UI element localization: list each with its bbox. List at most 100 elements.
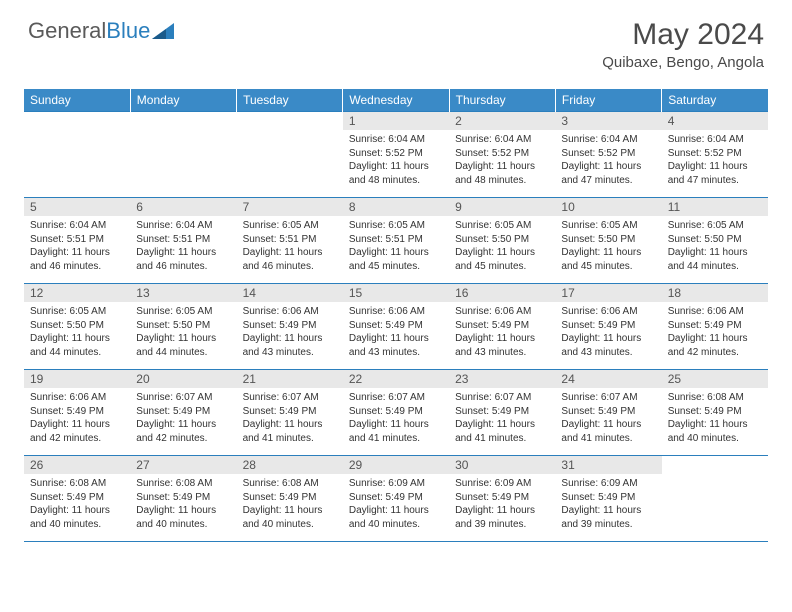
daylight-line: Daylight: 11 hours and 42 minutes. — [668, 332, 762, 359]
calendar-week-row: 19Sunrise: 6:06 AMSunset: 5:49 PMDayligh… — [24, 370, 768, 456]
daylight-line: Daylight: 11 hours and 46 minutes. — [30, 246, 124, 273]
sunrise-line: Sunrise: 6:05 AM — [561, 219, 655, 233]
sunrise-line: Sunrise: 6:07 AM — [349, 391, 443, 405]
sunset-line: Sunset: 5:49 PM — [349, 491, 443, 505]
day-number: 20 — [130, 370, 236, 388]
sunset-line: Sunset: 5:50 PM — [455, 233, 549, 247]
day-detail: Sunrise: 6:06 AMSunset: 5:49 PMDaylight:… — [449, 302, 555, 363]
calendar-day-cell: 12Sunrise: 6:05 AMSunset: 5:50 PMDayligh… — [24, 284, 130, 370]
calendar-week-row: 26Sunrise: 6:08 AMSunset: 5:49 PMDayligh… — [24, 456, 768, 542]
day-number: 3 — [555, 112, 661, 130]
daylight-line: Daylight: 11 hours and 40 minutes. — [349, 504, 443, 531]
calendar-day-cell: 26Sunrise: 6:08 AMSunset: 5:49 PMDayligh… — [24, 456, 130, 542]
logo-triangle-icon — [152, 23, 174, 39]
day-number — [237, 112, 343, 130]
day-detail: Sunrise: 6:07 AMSunset: 5:49 PMDaylight:… — [343, 388, 449, 449]
sunrise-line: Sunrise: 6:07 AM — [136, 391, 230, 405]
sunrise-line: Sunrise: 6:05 AM — [30, 305, 124, 319]
calendar-day-cell: 9Sunrise: 6:05 AMSunset: 5:50 PMDaylight… — [449, 198, 555, 284]
day-detail: Sunrise: 6:07 AMSunset: 5:49 PMDaylight:… — [130, 388, 236, 449]
sunset-line: Sunset: 5:52 PM — [668, 147, 762, 161]
day-detail: Sunrise: 6:05 AMSunset: 5:50 PMDaylight:… — [555, 216, 661, 277]
day-number: 19 — [24, 370, 130, 388]
day-detail: Sunrise: 6:06 AMSunset: 5:49 PMDaylight:… — [24, 388, 130, 449]
day-number: 4 — [662, 112, 768, 130]
sunset-line: Sunset: 5:49 PM — [136, 405, 230, 419]
sunrise-line: Sunrise: 6:07 AM — [243, 391, 337, 405]
day-header: Sunday — [24, 89, 130, 112]
day-number: 17 — [555, 284, 661, 302]
sunrise-line: Sunrise: 6:08 AM — [136, 477, 230, 491]
day-detail: Sunrise: 6:09 AMSunset: 5:49 PMDaylight:… — [555, 474, 661, 535]
sunrise-line: Sunrise: 6:08 AM — [243, 477, 337, 491]
sunrise-line: Sunrise: 6:04 AM — [668, 133, 762, 147]
sunrise-line: Sunrise: 6:06 AM — [561, 305, 655, 319]
calendar-day-cell — [24, 112, 130, 198]
sunset-line: Sunset: 5:49 PM — [561, 491, 655, 505]
day-header: Monday — [130, 89, 236, 112]
day-number: 13 — [130, 284, 236, 302]
calendar-day-cell — [237, 112, 343, 198]
sunset-line: Sunset: 5:52 PM — [455, 147, 549, 161]
sunset-line: Sunset: 5:51 PM — [349, 233, 443, 247]
day-detail: Sunrise: 6:05 AMSunset: 5:51 PMDaylight:… — [237, 216, 343, 277]
sunrise-line: Sunrise: 6:06 AM — [455, 305, 549, 319]
calendar-day-cell: 20Sunrise: 6:07 AMSunset: 5:49 PMDayligh… — [130, 370, 236, 456]
calendar-day-cell: 11Sunrise: 6:05 AMSunset: 5:50 PMDayligh… — [662, 198, 768, 284]
calendar-week-row: 1Sunrise: 6:04 AMSunset: 5:52 PMDaylight… — [24, 112, 768, 198]
daylight-line: Daylight: 11 hours and 39 minutes. — [561, 504, 655, 531]
calendar-day-cell: 29Sunrise: 6:09 AMSunset: 5:49 PMDayligh… — [343, 456, 449, 542]
calendar-day-cell: 25Sunrise: 6:08 AMSunset: 5:49 PMDayligh… — [662, 370, 768, 456]
day-number: 29 — [343, 456, 449, 474]
calendar-day-cell: 18Sunrise: 6:06 AMSunset: 5:49 PMDayligh… — [662, 284, 768, 370]
sunset-line: Sunset: 5:49 PM — [455, 319, 549, 333]
day-number — [130, 112, 236, 130]
day-number: 24 — [555, 370, 661, 388]
day-number: 10 — [555, 198, 661, 216]
day-number: 30 — [449, 456, 555, 474]
day-number: 25 — [662, 370, 768, 388]
day-number — [662, 456, 768, 474]
daylight-line: Daylight: 11 hours and 45 minutes. — [349, 246, 443, 273]
day-detail: Sunrise: 6:06 AMSunset: 5:49 PMDaylight:… — [662, 302, 768, 363]
daylight-line: Daylight: 11 hours and 44 minutes. — [136, 332, 230, 359]
day-detail: Sunrise: 6:08 AMSunset: 5:49 PMDaylight:… — [24, 474, 130, 535]
sunrise-line: Sunrise: 6:08 AM — [668, 391, 762, 405]
page-header: GeneralBlue May 2024 Quibaxe, Bengo, Ang… — [0, 0, 792, 81]
sunset-line: Sunset: 5:50 PM — [30, 319, 124, 333]
sunset-line: Sunset: 5:49 PM — [243, 319, 337, 333]
day-detail: Sunrise: 6:04 AMSunset: 5:51 PMDaylight:… — [24, 216, 130, 277]
day-detail: Sunrise: 6:08 AMSunset: 5:49 PMDaylight:… — [237, 474, 343, 535]
sunset-line: Sunset: 5:49 PM — [455, 405, 549, 419]
calendar-day-cell: 1Sunrise: 6:04 AMSunset: 5:52 PMDaylight… — [343, 112, 449, 198]
day-header: Saturday — [662, 89, 768, 112]
calendar-day-cell: 7Sunrise: 6:05 AMSunset: 5:51 PMDaylight… — [237, 198, 343, 284]
day-number: 1 — [343, 112, 449, 130]
day-number: 15 — [343, 284, 449, 302]
daylight-line: Daylight: 11 hours and 40 minutes. — [30, 504, 124, 531]
sunrise-line: Sunrise: 6:04 AM — [561, 133, 655, 147]
calendar-day-cell: 27Sunrise: 6:08 AMSunset: 5:49 PMDayligh… — [130, 456, 236, 542]
day-number: 5 — [24, 198, 130, 216]
day-detail: Sunrise: 6:04 AMSunset: 5:52 PMDaylight:… — [449, 130, 555, 191]
daylight-line: Daylight: 11 hours and 39 minutes. — [455, 504, 549, 531]
calendar-day-cell: 22Sunrise: 6:07 AMSunset: 5:49 PMDayligh… — [343, 370, 449, 456]
day-detail: Sunrise: 6:08 AMSunset: 5:49 PMDaylight:… — [662, 388, 768, 449]
sunset-line: Sunset: 5:49 PM — [668, 319, 762, 333]
calendar-day-cell: 8Sunrise: 6:05 AMSunset: 5:51 PMDaylight… — [343, 198, 449, 284]
day-header: Wednesday — [343, 89, 449, 112]
calendar-day-cell: 14Sunrise: 6:06 AMSunset: 5:49 PMDayligh… — [237, 284, 343, 370]
day-detail: Sunrise: 6:04 AMSunset: 5:51 PMDaylight:… — [130, 216, 236, 277]
sunrise-line: Sunrise: 6:07 AM — [455, 391, 549, 405]
day-detail: Sunrise: 6:05 AMSunset: 5:51 PMDaylight:… — [343, 216, 449, 277]
day-number: 7 — [237, 198, 343, 216]
daylight-line: Daylight: 11 hours and 40 minutes. — [136, 504, 230, 531]
day-number: 11 — [662, 198, 768, 216]
daylight-line: Daylight: 11 hours and 42 minutes. — [136, 418, 230, 445]
day-detail: Sunrise: 6:04 AMSunset: 5:52 PMDaylight:… — [555, 130, 661, 191]
calendar-day-cell: 5Sunrise: 6:04 AMSunset: 5:51 PMDaylight… — [24, 198, 130, 284]
sunrise-line: Sunrise: 6:04 AM — [136, 219, 230, 233]
daylight-line: Daylight: 11 hours and 41 minutes. — [349, 418, 443, 445]
sunset-line: Sunset: 5:49 PM — [561, 405, 655, 419]
daylight-line: Daylight: 11 hours and 41 minutes. — [561, 418, 655, 445]
